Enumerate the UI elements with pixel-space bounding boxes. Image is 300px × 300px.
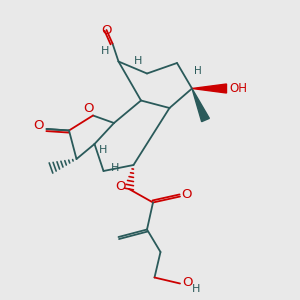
Text: O: O [115, 179, 125, 193]
Text: H: H [111, 163, 120, 173]
Text: OH: OH [230, 82, 247, 95]
Text: O: O [101, 23, 112, 37]
Text: O: O [182, 275, 193, 289]
Text: H: H [134, 56, 142, 67]
Text: H: H [194, 65, 202, 76]
Text: H: H [192, 284, 201, 294]
Text: O: O [83, 101, 94, 115]
Text: O: O [182, 188, 192, 201]
Text: O: O [34, 118, 44, 132]
Polygon shape [192, 84, 226, 93]
Polygon shape [192, 88, 209, 122]
Text: H: H [99, 145, 108, 155]
Text: H: H [101, 46, 109, 56]
